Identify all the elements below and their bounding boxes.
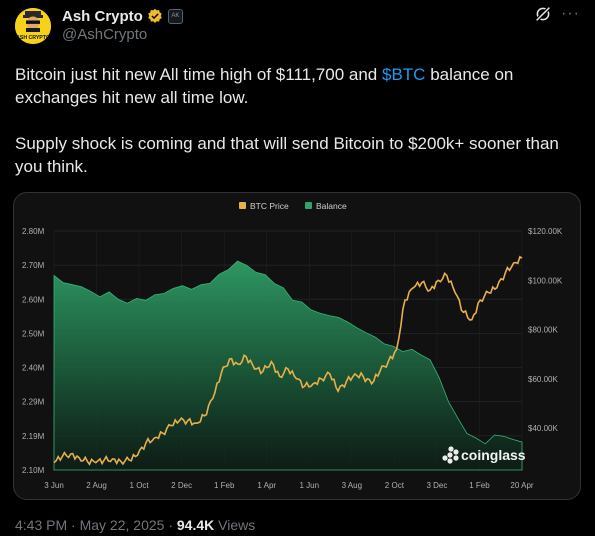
post-meta: 4:43 PM · May 22, 2025 · 94.4K Views: [15, 517, 255, 533]
x-axis-tick-label: 1 Jun: [299, 481, 319, 490]
right-axis-tick-label: $80.00K: [528, 326, 558, 335]
views-count[interactable]: 94.4K: [176, 517, 215, 533]
right-axis-tick-label: $120.00K: [528, 227, 563, 236]
left-axis-tick-label: 2.10M: [22, 466, 45, 475]
author-row: Ash Crypto AK: [62, 6, 183, 26]
btc-balance-chart: 2.80M 2.70M 2.60M 2.50M 2.40M 2.29M 2.19M 2.10M…: [22, 201, 563, 490]
meta-separator: ·: [71, 517, 76, 533]
left-axis-tick-label: 2.50M: [22, 329, 45, 338]
post-date[interactable]: May 22, 2025: [79, 517, 165, 533]
x-axis-tick-label: 3 Jun: [44, 481, 64, 490]
x-axis-tick-label: 2 Dec: [171, 481, 192, 490]
author-name[interactable]: Ash Crypto: [62, 7, 143, 25]
affiliate-badge-icon[interactable]: AK: [167, 8, 183, 24]
post-text: Bitcoin just hit new All time high of $1…: [15, 63, 575, 178]
avatar-text: ASH CRYPTO: [16, 35, 50, 41]
watermark: coinglass: [442, 446, 526, 464]
x-axis-tick-label: 1 Feb: [214, 481, 235, 490]
x-axis-tick-label: 1 Feb: [469, 481, 490, 490]
x-axis-tick-label: 1 Apr: [257, 481, 276, 490]
legend-swatch-balance: [305, 202, 312, 209]
post-paragraph-2: Supply shock is coming and that will sen…: [15, 134, 559, 176]
left-axis-tick-label: 2.60M: [22, 295, 45, 304]
right-axis-tick-label: $100.00K: [528, 276, 563, 285]
left-axis-tick-label: 2.29M: [22, 398, 45, 407]
right-axis-tick-label: $60.00K: [528, 375, 558, 384]
x-axis-tick-label: 2 Oct: [385, 481, 405, 490]
post-text-segment: Bitcoin just hit new All time high of $1…: [15, 65, 382, 84]
legend-balance: Balance: [316, 201, 347, 211]
x-axis-tick-label: 3 Dec: [426, 481, 447, 490]
post-text-segment: balance on exchanges hit new all time lo…: [15, 65, 514, 107]
avatar[interactable]: ASH CRYPTO: [15, 8, 51, 44]
left-axis-tick-label: 2.70M: [22, 261, 45, 270]
series-balance-area: [53, 260, 523, 471]
legend-swatch-btc-price: [239, 202, 246, 209]
grok-icon[interactable]: [534, 5, 552, 23]
legend: BTC Price Balance: [239, 201, 347, 211]
meta-separator: ·: [168, 517, 173, 533]
post-time[interactable]: 4:43 PM: [15, 517, 68, 533]
series-btc-price-line: [53, 255, 523, 466]
x-axis-tick-label: 3 Aug: [342, 481, 362, 490]
right-axis-tick-label: $40.00K: [528, 424, 558, 433]
legend-btc-price: BTC Price: [250, 201, 289, 211]
x-axis-tick-label: 20 Apr: [510, 481, 533, 490]
more-icon[interactable]: ···: [561, 5, 580, 22]
views-label: Views: [218, 517, 256, 533]
left-axis-tick-label: 2.80M: [22, 227, 45, 236]
author-handle[interactable]: @AshCrypto: [62, 26, 148, 43]
x-axis-tick-label: 1 Oct: [130, 481, 150, 490]
left-axis-tick-label: 2.40M: [22, 364, 45, 373]
post-paragraph-1: Bitcoin just hit new All time high of $1…: [15, 63, 575, 109]
left-axis-tick-label: 2.19M: [22, 432, 45, 441]
post-media[interactable]: 2.80M 2.70M 2.60M 2.50M 2.40M 2.29M 2.19M 2.10M…: [13, 192, 581, 500]
cashtag-link[interactable]: $BTC: [382, 65, 426, 84]
watermark-text: coinglass: [461, 447, 526, 463]
x-axis-tick-label: 2 Aug: [86, 481, 106, 490]
verified-badge-icon[interactable]: [147, 8, 163, 24]
affiliate-badge-text: AK: [171, 13, 180, 19]
